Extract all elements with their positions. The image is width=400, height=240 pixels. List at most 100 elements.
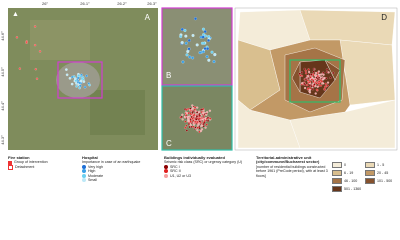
- panel-c-frame: [161, 85, 233, 151]
- marker: [194, 126, 197, 129]
- marker: [308, 81, 311, 84]
- latitude-label: 44.3°: [0, 135, 5, 145]
- marker: [325, 68, 329, 71]
- legend-label: SRC II: [170, 169, 181, 174]
- swatch: [332, 162, 342, 168]
- marker: [184, 120, 187, 123]
- marker: [321, 82, 324, 85]
- latitude-label: 44.5°: [0, 67, 5, 77]
- longitude-label: 26.3°: [147, 1, 157, 6]
- panel-b: [162, 8, 232, 85]
- marker: [208, 109, 211, 112]
- marker: [183, 28, 187, 32]
- legend-item: Very high: [82, 165, 160, 170]
- marker: [187, 116, 190, 119]
- marker: [193, 108, 196, 111]
- zoom-box: [57, 61, 103, 99]
- marker: [205, 123, 208, 126]
- legend-item: 46 - 100: [332, 178, 365, 184]
- marker: [200, 118, 203, 121]
- marker: [202, 117, 205, 120]
- marker: [210, 50, 214, 54]
- marker: [68, 77, 72, 80]
- marker: [188, 55, 192, 59]
- legend-label: 6 - 19: [344, 170, 354, 175]
- marker: [204, 126, 207, 129]
- legend-title: Fire station: [8, 155, 30, 160]
- marker: [320, 80, 324, 83]
- marker: [191, 106, 195, 109]
- marker: [308, 84, 312, 87]
- legend-subtitle: Importance in case of an earthquake: [82, 160, 141, 165]
- marker: [206, 47, 210, 51]
- marker: [326, 81, 330, 84]
- marker: [35, 77, 39, 80]
- marker: [201, 27, 205, 31]
- marker: [185, 111, 188, 115]
- legend-label: 101 - 500: [377, 178, 393, 183]
- marker: [324, 82, 327, 85]
- marker: [185, 124, 188, 127]
- marker: [307, 87, 310, 90]
- marker: [185, 129, 188, 132]
- marker: [307, 70, 311, 74]
- marker: [184, 41, 188, 45]
- marker: [326, 84, 329, 87]
- marker: [308, 73, 311, 76]
- marker: [202, 125, 205, 128]
- marker: [201, 50, 205, 54]
- marker: [195, 43, 199, 47]
- legend-label: 46 - 100: [344, 178, 358, 183]
- marker: [323, 88, 326, 91]
- marker: [185, 114, 188, 117]
- marker: [196, 120, 199, 124]
- marker: [315, 76, 318, 79]
- marker: [187, 38, 191, 42]
- marker: [78, 86, 81, 90]
- panel-label: A: [145, 13, 151, 22]
- marker: [181, 118, 184, 121]
- marker: [78, 84, 82, 88]
- legend-title: Hospital: [82, 155, 98, 160]
- marker: [38, 50, 42, 53]
- marker: [188, 125, 191, 129]
- marker: [203, 119, 206, 123]
- marker: [192, 114, 196, 117]
- marker: [18, 67, 21, 70]
- marker: [312, 70, 315, 73]
- marker: [194, 17, 198, 21]
- legend-item: 20 - 45: [365, 170, 398, 176]
- marker: [314, 71, 318, 75]
- marker: [319, 84, 323, 87]
- marker: [305, 83, 309, 87]
- legend-label: 20 - 45: [377, 170, 389, 175]
- marker: [181, 60, 185, 64]
- marker: [206, 116, 210, 119]
- marker: [25, 41, 28, 44]
- marker: [304, 72, 308, 75]
- legend-label: Small: [88, 178, 97, 183]
- marker: [317, 70, 320, 73]
- marker: [201, 35, 205, 39]
- marker: [185, 108, 188, 111]
- marker: [82, 80, 86, 83]
- marker: [324, 86, 327, 89]
- marker: [300, 71, 303, 74]
- marker: [190, 115, 193, 119]
- field-texture: [90, 90, 145, 135]
- legend-label: 501 - 1360: [344, 186, 362, 191]
- marker: [72, 75, 76, 78]
- page: ▲ A B C D 26° 26.1° 26.2° 26.3° 44.6° 44…: [0, 1, 398, 192]
- legend-label: SRC I: [170, 164, 180, 169]
- marker: [180, 27, 184, 31]
- marker: [313, 83, 316, 86]
- marker: [187, 122, 191, 126]
- marker: [197, 110, 201, 113]
- marker: [310, 85, 313, 88]
- marker: [34, 68, 37, 71]
- marker: [307, 75, 310, 78]
- marker: [315, 82, 318, 85]
- north-arrow: ▲: [12, 11, 19, 18]
- marker: [207, 38, 211, 42]
- marker: [191, 117, 194, 120]
